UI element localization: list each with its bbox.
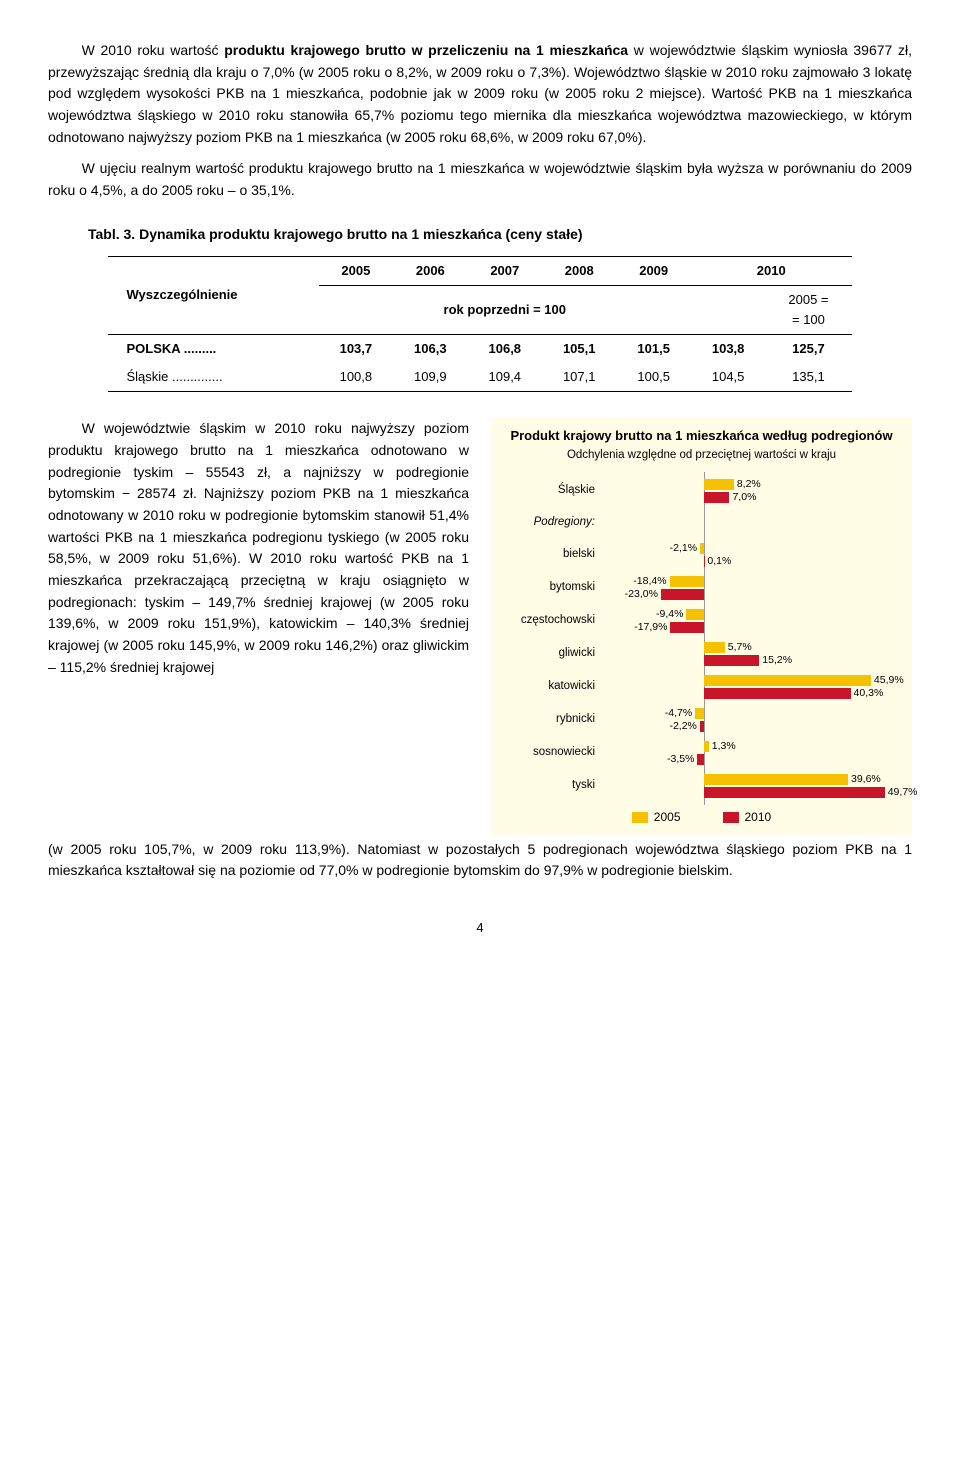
chart-bars: 5,7% 15,2%	[601, 639, 904, 669]
chart-bar	[704, 688, 851, 699]
chart-bar	[695, 708, 704, 719]
data-table: Wyszczególnienie 2005 2006 2007 2008 200…	[108, 256, 851, 393]
chart-row: sosnowiecki 1,3% -3,5%	[499, 737, 904, 769]
chart-bar	[670, 576, 704, 587]
p1-bold: produktu krajowego brutto w przeliczeniu…	[224, 42, 628, 58]
chart-bars: 8,2% 7,0%	[601, 476, 904, 506]
paragraph-1: W 2010 roku wartość produktu krajowego b…	[48, 40, 912, 148]
chart-row-label: rybnicki	[499, 713, 601, 727]
paragraph-2: W ujęciu realnym wartość produktu krajow…	[48, 158, 912, 201]
chart-bars: 39,6%49,7%	[601, 771, 904, 801]
chart-bar-label: 0,1%	[707, 556, 731, 567]
page-number: 4	[48, 918, 912, 938]
chart-bar-label: -9,4%	[656, 609, 683, 620]
swatch-2010	[723, 812, 739, 823]
chart-bar-label: 49,7%	[888, 787, 918, 798]
th-2005: 2005	[319, 256, 393, 285]
chart-bar	[704, 774, 848, 785]
chart-row: bielski -2,1% 0,1%	[499, 539, 904, 571]
chart-row: częstochowski -9,4% -17,9%	[499, 605, 904, 637]
chart-row: tyski39,6%49,7%	[499, 770, 904, 802]
chart-bar	[697, 754, 704, 765]
chart-row-label: tyski	[499, 779, 601, 793]
chart-bar	[704, 787, 885, 798]
chart-bar-label: 5,7%	[728, 642, 752, 653]
chart-bar-label: 40,3%	[854, 688, 884, 699]
chart-bars: -9,4% -17,9%	[601, 606, 904, 636]
chart-row-label: częstochowski	[499, 614, 601, 628]
chart-subtitle: Odchylenia względne od przeciętnej warto…	[499, 447, 904, 465]
chart-row-label: katowicki	[499, 680, 601, 694]
chart-bar	[704, 741, 709, 752]
chart-row-label: bielski	[499, 548, 601, 562]
th-lastcol: 2005 = = 100	[765, 285, 851, 334]
row-label: POLSKA .........	[108, 334, 318, 363]
chart-bar-label: 7,0%	[732, 492, 756, 503]
chart-bar-label: -18,4%	[633, 576, 666, 587]
chart-row: bytomski -18,4% -23,0%	[499, 572, 904, 604]
chart-bar-label: -3,5%	[667, 754, 694, 765]
chart-subheading: Podregiony:	[499, 516, 601, 530]
table-row: POLSKA ......... 103,7 106,3 106,8 105,1…	[108, 334, 851, 363]
row-label: Śląskie ..............	[108, 363, 318, 392]
chart-bar	[700, 721, 704, 732]
chart-row-label: sosnowiecki	[499, 746, 601, 760]
th-2006: 2006	[393, 256, 467, 285]
chart-bar-label: 8,2%	[737, 479, 761, 490]
chart-row-label: bytomski	[499, 581, 601, 595]
chart-bar	[700, 543, 704, 554]
table-row: Śląskie .............. 100,8 109,9 109,4…	[108, 363, 851, 392]
th-2008: 2008	[542, 256, 616, 285]
th-2007: 2007	[468, 256, 542, 285]
table-title: Tabl. 3. Dynamika produktu krajowego bru…	[88, 224, 912, 246]
chart-bar-label: 1,3%	[712, 741, 736, 752]
chart-row: katowicki 45,9% 40,3%	[499, 671, 904, 703]
chart-legend: 2005 2010	[499, 808, 904, 827]
th-sub: rok poprzedni = 100	[319, 285, 691, 334]
chart-bars: -4,7% -2,2%	[601, 705, 904, 735]
chart-bar	[704, 655, 759, 666]
p1-pre: W 2010 roku wartość	[82, 42, 225, 58]
chart-bar-label: 45,9%	[874, 675, 904, 686]
chart-title: Produkt krajowy brutto na 1 mieszkańca w…	[499, 428, 904, 445]
chart-bar	[686, 609, 704, 620]
chart-bar	[704, 642, 725, 653]
left-paragraph: W województwie śląskim w 2010 roku najwy…	[48, 418, 469, 678]
chart-bar	[704, 479, 734, 490]
chart-bars: -2,1% 0,1%	[601, 540, 904, 570]
chart-bar-label: 39,6%	[851, 774, 881, 785]
chart-bar-label: -4,7%	[665, 708, 692, 719]
chart-bar	[704, 675, 871, 686]
chart-bars: -18,4% -23,0%	[601, 573, 904, 603]
chart-row-label: gliwicki	[499, 647, 601, 661]
chart-bar	[661, 589, 704, 600]
chart-bar-label: -17,9%	[634, 622, 667, 633]
bottom-paragraph: (w 2005 roku 105,7%, w 2009 roku 113,9%)…	[48, 839, 912, 882]
chart-bar-label: -23,0%	[625, 589, 658, 600]
swatch-2005	[632, 812, 648, 823]
chart-bar	[704, 492, 729, 503]
chart-bar-label: -2,1%	[670, 543, 697, 554]
th-2009: 2009	[616, 256, 690, 285]
chart-bars: 45,9% 40,3%	[601, 672, 904, 702]
chart-row: gliwicki 5,7% 15,2%	[499, 638, 904, 670]
pkb-chart: Produkt krajowy brutto na 1 mieszkańca w…	[491, 418, 912, 834]
chart-bar	[670, 622, 704, 633]
th-2010: 2010	[691, 256, 852, 285]
chart-bar-label: -2,2%	[669, 721, 696, 732]
chart-row: rybnicki -4,7% -2,2%	[499, 704, 904, 736]
th-rowhead: Wyszczególnienie	[108, 256, 318, 334]
chart-row: Śląskie 8,2% 7,0%	[499, 475, 904, 507]
chart-bars: 1,3% -3,5%	[601, 738, 904, 768]
chart-bar-label: 15,2%	[762, 655, 792, 666]
chart-row-label: Śląskie	[499, 484, 601, 498]
